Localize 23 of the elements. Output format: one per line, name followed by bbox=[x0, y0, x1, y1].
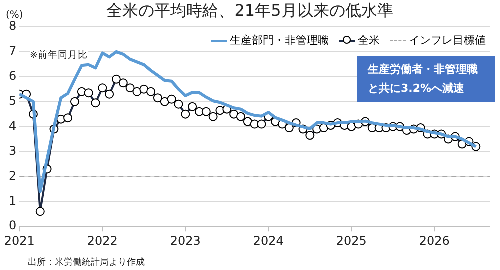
y-tick-label: 7 bbox=[8, 44, 17, 58]
y-tick-label: 6 bbox=[8, 69, 17, 84]
x-tick-label: 2026 bbox=[419, 234, 450, 248]
x-tick-label: 2024 bbox=[253, 234, 284, 248]
legend-label: 全米 bbox=[358, 33, 380, 48]
y-axis-title: (%) bbox=[6, 10, 24, 21]
y-tick-label: 1 bbox=[8, 194, 17, 208]
y-tick-label: 4 bbox=[8, 118, 17, 133]
annotation: 生産労働者・非管理職と共に3.2%へ減速 bbox=[357, 56, 495, 102]
y-tick-label: 5 bbox=[8, 94, 17, 108]
annotation: ※前年同月比 bbox=[30, 49, 88, 62]
y-tick-label: 3 bbox=[8, 144, 17, 158]
x-tick-label: 2023 bbox=[170, 234, 201, 248]
x-tick-label: 2022 bbox=[87, 234, 118, 248]
chart-title: 全米の平均時給、21年5月以来の低水準 bbox=[106, 1, 394, 20]
x-tick-label: 2025 bbox=[336, 234, 367, 248]
legend-label: 生産部門・非管理職 bbox=[230, 33, 329, 48]
y-tick-label: 8 bbox=[8, 19, 17, 34]
y-tick-label: 2 bbox=[8, 168, 17, 183]
x-tick-label: 2021 bbox=[4, 234, 35, 248]
text: 出所：米労働統計局より作成 bbox=[28, 256, 145, 269]
y-tick-label: 0 bbox=[8, 218, 17, 233]
legend-label: インフレ目標値 bbox=[409, 33, 486, 48]
